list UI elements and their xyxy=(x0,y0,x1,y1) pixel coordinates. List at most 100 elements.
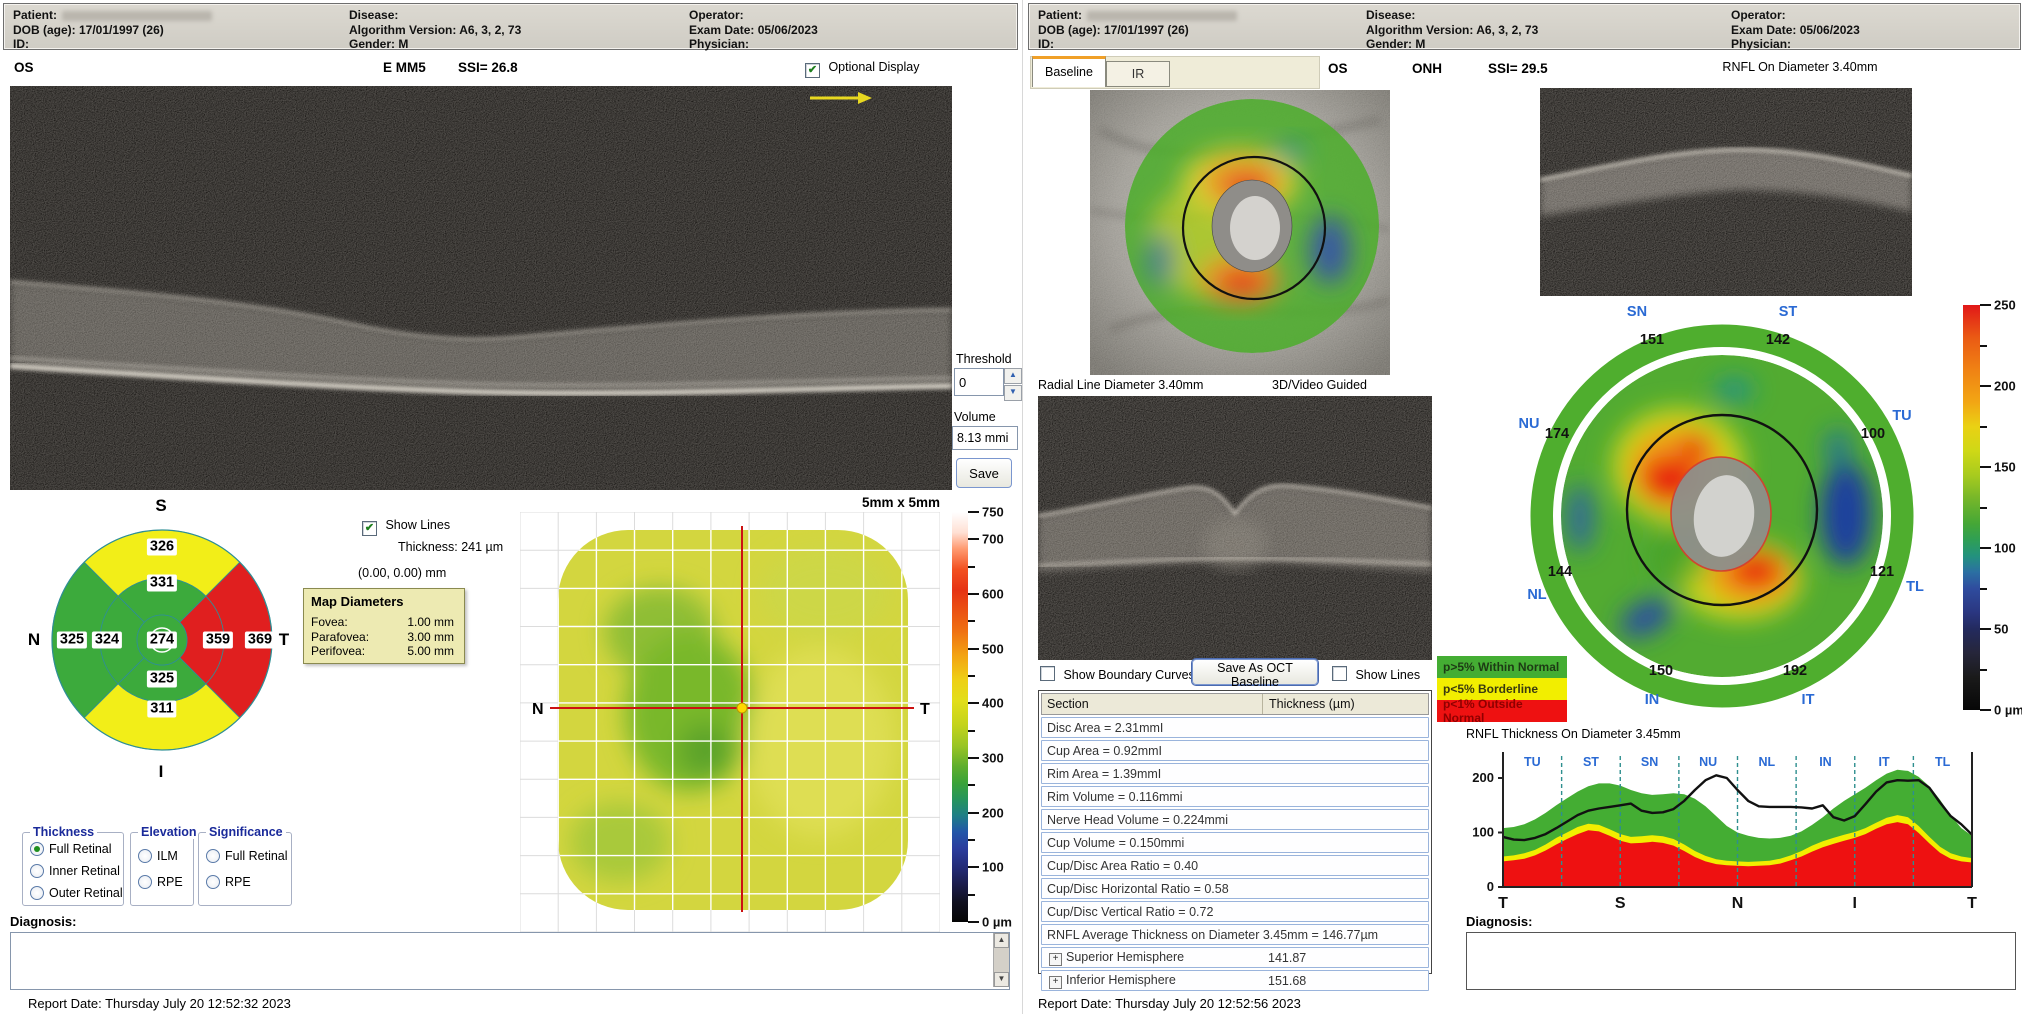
spinner-down-icon[interactable]: ▼ xyxy=(1004,385,1022,401)
legend-item: p<1% Outside Normal xyxy=(1437,700,1567,722)
threshold-spinner[interactable]: ▲ ▼ xyxy=(1004,368,1022,401)
diagnosis-textarea-left[interactable]: ▲ ▼ xyxy=(10,932,1010,990)
report-date-left: Report Date: Thursday July 20 12:52:32 2… xyxy=(28,996,291,1011)
etdrs-inner-nasal-value: 324 xyxy=(92,632,122,649)
scale-tick-label: 400 xyxy=(982,696,1004,711)
rnfl-sector-value-in: 150 xyxy=(1649,663,1673,679)
operator: Operator: xyxy=(689,8,818,23)
rnfl-thickness-map[interactable] xyxy=(1528,318,1918,718)
show-lines-checkbox-right[interactable]: Show Lines xyxy=(1332,666,1420,684)
mode-label: ONH xyxy=(1412,61,1442,76)
save-as-oct-baseline-button[interactable]: Save As OCT Baseline xyxy=(1192,659,1318,685)
onh-table-row[interactable]: Nerve Head Volume = 0.224mmi xyxy=(1041,809,1429,830)
rnfl-sector-name-nu: NU xyxy=(1519,416,1540,432)
scroll-up-icon[interactable]: ▲ xyxy=(994,933,1009,948)
etdrs-outer-superior-value: 326 xyxy=(147,539,177,556)
onh-table-cell: Disc Area = 2.31mmI xyxy=(1042,721,1428,735)
physician: Physician: xyxy=(689,37,818,52)
spinner-up-icon[interactable]: ▲ xyxy=(1004,368,1022,384)
onh-table-row[interactable]: Rim Area = 1.39mmI xyxy=(1041,763,1429,784)
onh-table-row[interactable]: RNFL Average Thickness on Diameter 3.45m… xyxy=(1041,924,1429,945)
save-button[interactable]: Save xyxy=(956,458,1012,488)
rnfl-sector-name-it: IT xyxy=(1802,692,1815,708)
checkbox-checked-icon[interactable]: ✔ xyxy=(805,63,820,78)
checkbox-checked-icon[interactable]: ✔ xyxy=(362,521,377,536)
radio-option-ilm[interactable]: ILM xyxy=(138,849,178,863)
rnfl-sector-value-sn: 151 xyxy=(1640,332,1664,348)
optional-display-checkbox[interactable]: ✔ Optional Display xyxy=(805,58,919,78)
report-date-right: Report Date: Thursday July 20 12:52:56 2… xyxy=(1038,996,1301,1011)
radio-icon[interactable] xyxy=(206,849,220,863)
rnfl-color-scale: 250200150100500 µm xyxy=(1963,305,2021,725)
radial-bscan-image[interactable] xyxy=(1038,396,1432,660)
radio-icon[interactable] xyxy=(30,842,44,856)
radio-label: RPE xyxy=(225,875,251,889)
onh-table-row[interactable]: Cup Volume = 0.150mmi xyxy=(1041,832,1429,853)
tab-ir[interactable]: IR xyxy=(1106,61,1170,87)
checkbox-unchecked-icon[interactable] xyxy=(1040,666,1055,681)
radio-icon[interactable] xyxy=(30,886,44,900)
rnfl-bscan-image[interactable] xyxy=(1540,88,1912,296)
patient-name-redacted xyxy=(1087,11,1237,21)
exam-date: Exam Date: 05/06/2023 xyxy=(1731,23,1860,38)
radio-option-outer-retinal[interactable]: Outer Retinal xyxy=(30,886,123,900)
scale-tick-label: 150 xyxy=(1994,460,2016,475)
radio-option-full-retinal[interactable]: Full Retinal xyxy=(206,849,288,863)
macula-bscan-image[interactable] xyxy=(10,86,952,490)
show-lines-checkbox-left[interactable]: ✔ Show Lines xyxy=(362,516,450,536)
onh-table-expandable-row[interactable]: +Superior Hemisphere141.87 xyxy=(1041,947,1429,968)
radio-label: Full Retinal xyxy=(225,849,288,863)
radio-icon[interactable] xyxy=(206,875,220,889)
radio-icon[interactable] xyxy=(30,864,44,878)
radial-line-label: Radial Line Diameter 3.40mm xyxy=(1038,378,1203,392)
etdrs-nasal-label: N xyxy=(28,630,40,650)
onh-table-row[interactable]: Cup/Disc Vertical Ratio = 0.72 xyxy=(1041,901,1429,922)
onh-table-expandable-row[interactable]: +Inferior Hemisphere151.68 xyxy=(1041,970,1429,991)
radio-option-rpe[interactable]: RPE xyxy=(206,875,251,889)
onh-table-cell: Cup/Disc Area Ratio = 0.40 xyxy=(1042,859,1428,873)
macula-thickness-map[interactable]: N T xyxy=(520,512,940,932)
radio-option-inner-retinal[interactable]: Inner Retinal xyxy=(30,864,120,878)
tab-baseline[interactable]: Baseline xyxy=(1032,56,1106,87)
onh-table-row[interactable]: Cup Area = 0.92mmI xyxy=(1041,740,1429,761)
rnfl-sector-name-tl: TL xyxy=(1906,579,1924,595)
onh-measurements-table: Section Thickness (µm) Disc Area = 2.31m… xyxy=(1038,690,1432,974)
radio-option-full-retinal[interactable]: Full Retinal xyxy=(30,842,112,856)
thickness-options-group: ThicknessFull RetinalInner RetinalOuter … xyxy=(22,832,124,906)
expand-icon[interactable]: + xyxy=(1049,976,1062,989)
rnfl-bscan-title: RNFL On Diameter 3.40mm xyxy=(1645,60,1955,74)
gender: Gender: M xyxy=(1366,37,1538,52)
svg-text:IN: IN xyxy=(1819,755,1832,769)
thickness-color-scale: 7507006005004003002001000 µm xyxy=(952,512,1022,937)
hemisphere-label: Inferior Hemisphere xyxy=(1066,973,1176,987)
significance-options-group: SignificanceFull RetinalRPE xyxy=(198,832,292,906)
diagnosis-textarea-right[interactable] xyxy=(1466,932,2016,990)
volume-input[interactable] xyxy=(952,426,1018,450)
onh-table-row[interactable]: Rim Volume = 0.116mmi xyxy=(1041,786,1429,807)
expand-icon[interactable]: + xyxy=(1049,953,1062,966)
checkbox-unchecked-icon[interactable] xyxy=(1332,666,1347,681)
volume-label: Volume xyxy=(954,410,996,424)
onh-table-cell: Cup/Disc Horizontal Ratio = 0.58 xyxy=(1042,882,1428,896)
physician: Physician: xyxy=(1731,37,1860,52)
radio-icon[interactable] xyxy=(138,875,152,889)
diagnosis-scrollbar[interactable]: ▲ ▼ xyxy=(993,933,1009,987)
patient-header-right: Patient: DOB (age): 17/01/1997 (26) ID: … xyxy=(1028,3,2021,50)
onh-table-row[interactable]: Disc Area = 2.31mmI xyxy=(1041,717,1429,738)
patient-id: ID: xyxy=(13,37,212,52)
fundus-overlay-image[interactable] xyxy=(1090,90,1390,375)
onh-table-row[interactable]: Cup/Disc Horizontal Ratio = 0.58 xyxy=(1041,878,1429,899)
scale-tick-label: 100 xyxy=(1994,541,2016,556)
threshold-input[interactable] xyxy=(954,368,1004,396)
onh-table-cell: Cup Volume = 0.150mmi xyxy=(1042,836,1428,850)
algorithm-version: Algorithm Version: A6, 3, 2, 73 xyxy=(349,23,521,38)
radio-option-rpe[interactable]: RPE xyxy=(138,875,183,889)
onh-table-cell: RNFL Average Thickness on Diameter 3.45m… xyxy=(1042,928,1428,942)
scroll-down-icon[interactable]: ▼ xyxy=(994,972,1009,987)
etdrs-center-value: 274 xyxy=(147,632,177,649)
show-boundary-checkbox[interactable]: Show Boundary Curves xyxy=(1040,666,1195,684)
dob: DOB (age): 17/01/1997 (26) xyxy=(13,23,212,38)
onh-table-row[interactable]: Cup/Disc Area Ratio = 0.40 xyxy=(1041,855,1429,876)
etdrs-inner-temporal-value: 359 xyxy=(203,632,233,649)
radio-icon[interactable] xyxy=(138,849,152,863)
